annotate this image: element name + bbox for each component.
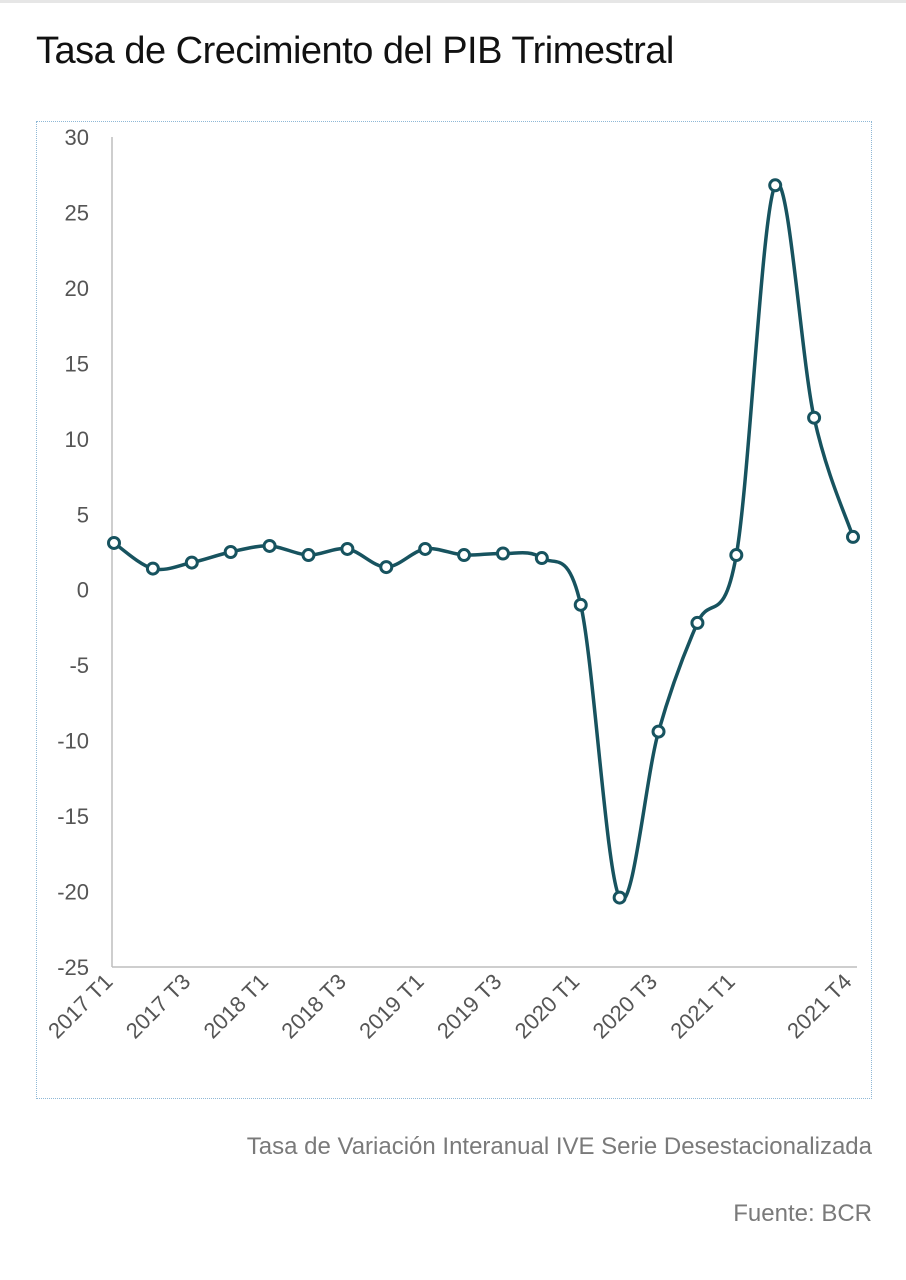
y-tick-label: 25 bbox=[65, 200, 89, 225]
data-point bbox=[223, 545, 238, 559]
data-point bbox=[107, 535, 121, 550]
series-line bbox=[112, 181, 855, 902]
y-tick-label: 20 bbox=[65, 276, 89, 301]
data-point bbox=[846, 529, 860, 544]
data-point bbox=[379, 560, 394, 575]
x-tick-label: 2019 T1 bbox=[354, 969, 428, 1043]
data-point bbox=[184, 555, 199, 570]
data-point bbox=[145, 561, 160, 576]
x-tick-label: 2017 T1 bbox=[43, 969, 117, 1043]
y-tick-label: -15 bbox=[57, 804, 89, 829]
x-tick-label: 2020 T3 bbox=[588, 969, 662, 1043]
data-point bbox=[690, 615, 705, 630]
data-point bbox=[534, 551, 549, 566]
data-point bbox=[340, 541, 355, 556]
top-divider bbox=[0, 0, 906, 3]
data-point bbox=[301, 548, 316, 563]
chart-subtitle: Tasa de Variación Interanual IVE Serie D… bbox=[246, 1133, 872, 1160]
page-title: Tasa de Crecimiento del PIB Trimestral bbox=[36, 30, 674, 72]
x-tick-label: 2021 T4 bbox=[782, 969, 856, 1043]
data-point bbox=[573, 597, 588, 612]
data-point bbox=[262, 538, 277, 553]
y-tick-label: 15 bbox=[65, 351, 89, 376]
data-point bbox=[807, 410, 822, 425]
y-tick-label: 0 bbox=[77, 578, 89, 603]
x-tick-label: 2018 T1 bbox=[199, 969, 273, 1043]
y-tick-label: -10 bbox=[57, 729, 89, 754]
y-tick-label: -20 bbox=[57, 880, 89, 905]
y-tick-label: 10 bbox=[65, 427, 89, 452]
data-point bbox=[495, 546, 510, 561]
y-tick-label: 30 bbox=[65, 125, 89, 150]
data-point bbox=[729, 548, 744, 563]
data-point bbox=[612, 890, 627, 905]
x-tick-label: 2019 T3 bbox=[432, 969, 506, 1043]
y-tick-label: -5 bbox=[69, 653, 89, 678]
data-point bbox=[651, 724, 666, 739]
data-point bbox=[768, 178, 783, 193]
x-tick-label: 2020 T1 bbox=[510, 969, 584, 1043]
x-tick-label: 2017 T3 bbox=[121, 969, 195, 1043]
data-point bbox=[418, 541, 433, 556]
chart-source: Fuente: BCR bbox=[733, 1200, 872, 1227]
data-point bbox=[457, 548, 472, 563]
y-tick-label: 5 bbox=[77, 502, 89, 527]
x-tick-label: 2021 T1 bbox=[665, 969, 739, 1043]
chart-area: 30 25 20 15 10 5 0 -5 -10 -15 -20 -25 2017 T1 2017 T3… bbox=[36, 121, 872, 1099]
y-tick-label: -25 bbox=[57, 955, 89, 980]
x-tick-label: 2018 T3 bbox=[276, 969, 350, 1043]
